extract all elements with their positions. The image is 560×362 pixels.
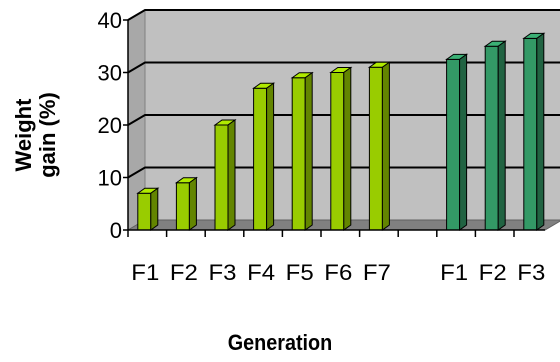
x-tick-label: F7: [363, 260, 391, 285]
x-axis-label: Generation: [227, 330, 333, 355]
y-tick-label: 20: [98, 113, 122, 138]
bar-side: [343, 66, 352, 231]
bar: [213, 119, 237, 231]
gridlines: [127, 9, 560, 179]
x-axis: F1 F2 F3 F4 F5 F6 F7 F1 F2 F3: [127, 229, 545, 285]
x-tick-label: F5: [286, 260, 314, 285]
bar-front: [523, 37, 538, 231]
bar-front: [253, 87, 268, 231]
y-tick-label: 30: [98, 61, 122, 86]
bar: [290, 71, 314, 231]
bar-front: [214, 124, 229, 231]
x-tick-label: F2: [479, 260, 507, 285]
y-axis-label-line-1: Weight: [11, 98, 36, 172]
bar-side: [497, 40, 506, 231]
bar: [252, 82, 276, 231]
x-tick-label: F1: [440, 260, 468, 285]
x-tick-label: F6: [324, 260, 352, 285]
bar-front: [368, 66, 383, 231]
x-tick-label: F2: [170, 260, 198, 285]
y-tick-label: 10: [98, 166, 122, 191]
bar-front: [330, 72, 345, 231]
bar: [329, 66, 353, 231]
bar-side: [304, 71, 313, 231]
bar-side: [188, 176, 197, 231]
gridline: [127, 166, 560, 179]
bar: [483, 40, 507, 231]
bar-side: [459, 53, 468, 231]
bar-side: [536, 32, 545, 231]
gridline: [127, 9, 560, 21]
y-axis: 0 10 20 30 40: [98, 8, 129, 243]
bar: [367, 61, 391, 231]
x-tick-label: F4: [247, 260, 275, 285]
y-tick-label: 40: [98, 8, 122, 33]
bar-side: [381, 61, 390, 231]
y-axis-label-line-2: gain (%): [35, 92, 60, 178]
bar: [445, 53, 469, 231]
bar-side: [150, 187, 159, 231]
bar-front: [137, 192, 152, 231]
bar-front: [175, 182, 190, 231]
y-tick-label: 0: [110, 218, 122, 243]
bar-front: [484, 45, 499, 231]
gridline: [127, 114, 560, 126]
x-tick-label: F3: [517, 260, 545, 285]
x-tick-label: F3: [209, 260, 237, 285]
bar: [174, 176, 198, 231]
bar-front: [291, 77, 306, 231]
x-tick-label: F1: [131, 260, 159, 285]
bar: [522, 32, 546, 231]
bar-front: [446, 58, 461, 231]
y-axis-label: Weight gain (%): [8, 40, 64, 230]
bar-side: [227, 119, 236, 231]
bar-side: [266, 82, 275, 231]
bar: [136, 187, 160, 231]
gridline: [127, 61, 560, 74]
